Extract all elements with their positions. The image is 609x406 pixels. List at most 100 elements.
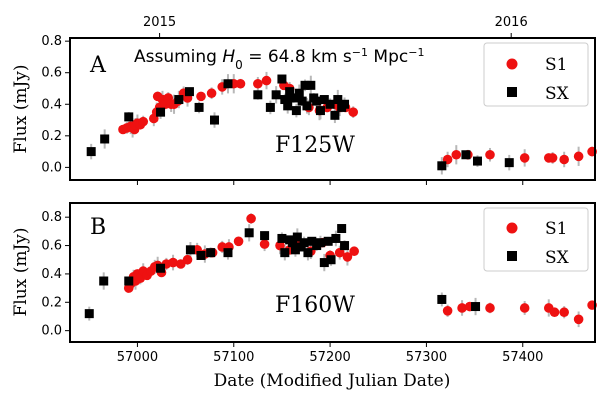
data-point-sx	[315, 238, 325, 248]
data-point-sx	[290, 245, 300, 255]
data-point-s1	[342, 252, 353, 262]
data-point-sx	[100, 134, 110, 144]
data-point-sx	[315, 106, 325, 116]
top-year-label-2016: 2016	[495, 15, 528, 30]
data-point-sx	[326, 255, 336, 265]
data-point-sx	[277, 233, 287, 243]
data-point-s1	[547, 153, 558, 163]
panel-a-filter-label: F125W	[275, 133, 355, 158]
x-tick-label: 57000	[117, 350, 158, 365]
data-point-s1	[261, 75, 272, 86]
panel-a: 0.0 0.2 0.4 0.6 0.8 A Assuming H0 = 64.8 km …	[41, 33, 597, 185]
y-tick-label: 0.4	[41, 267, 62, 282]
data-point-sx	[504, 158, 514, 168]
data-point-sx	[86, 147, 96, 157]
data-point-sx	[437, 161, 447, 171]
panel-a-ticks: 0.0 0.2 0.4 0.6 0.8	[41, 33, 524, 185]
panel-a-legend-s1-label: S1	[545, 55, 567, 75]
x-tick-label: 57400	[502, 350, 543, 365]
data-point-s1	[233, 236, 244, 247]
data-point-sx	[156, 107, 166, 117]
data-point-sx	[437, 294, 447, 304]
data-point-sx	[299, 238, 309, 248]
data-point-s1	[349, 246, 359, 257]
data-point-sx	[300, 80, 310, 90]
panel-a-legend-sx-marker	[507, 87, 517, 97]
data-point-sx	[280, 248, 290, 258]
data-point-sx	[472, 156, 482, 166]
data-point-s1	[519, 153, 530, 163]
data-point-s1	[253, 78, 263, 89]
data-point-sx	[340, 99, 350, 109]
data-point-sx	[471, 302, 481, 312]
data-point-sx	[340, 241, 350, 251]
panel-b: 0.0 0.2 0.4 0.6 0.8 57000 57100 57200 57300 57400…	[41, 202, 597, 365]
panel-a-letter: A	[89, 53, 107, 78]
data-point-s1	[334, 247, 345, 258]
panel-b-legend-sx-label: SX	[545, 248, 570, 268]
data-point-sx	[283, 101, 293, 111]
panel-a-legend-s1-marker	[506, 58, 518, 70]
data-point-s1	[246, 213, 256, 224]
data-point-sx	[124, 276, 134, 286]
data-point-sx	[312, 96, 322, 106]
data-point-s1	[573, 151, 584, 162]
panel-b-y-axis-label: Flux (mJy)	[11, 228, 31, 317]
y-tick-label: 0.2	[41, 295, 62, 310]
data-point-s1	[235, 78, 246, 89]
y-tick-label: 0.4	[41, 97, 62, 112]
data-point-s1	[485, 303, 495, 313]
x-tick-label: 57200	[309, 350, 350, 365]
data-point-sx	[184, 87, 194, 97]
data-point-sx	[84, 309, 94, 319]
data-point-sx	[185, 245, 195, 255]
data-point-s1	[457, 303, 467, 313]
data-point-sx	[223, 79, 233, 89]
data-point-sx	[285, 87, 295, 97]
panel-a-y-axis-label: Flux (mJy)	[11, 65, 31, 154]
data-point-sx	[209, 115, 219, 125]
panel-b-legend: S1 SX	[483, 207, 589, 272]
data-point-s1	[182, 254, 193, 265]
data-point-sx	[330, 110, 340, 120]
data-point-sx	[306, 80, 316, 90]
y-tick-label: 0.0	[41, 160, 62, 175]
data-point-sx	[271, 90, 281, 100]
data-point-sx	[292, 232, 302, 242]
top-year-label-2015: 2015	[143, 15, 176, 30]
data-point-sx	[297, 96, 307, 106]
panel-a-legend-sx-label: SX	[545, 84, 570, 104]
panel-b-legend-s1-marker	[506, 222, 518, 234]
data-point-s1	[559, 307, 569, 318]
panel-b-frame	[69, 202, 596, 343]
data-point-sx	[280, 95, 290, 105]
x-axis-label: Date (Modified Julian Date)	[214, 371, 451, 391]
data-point-s1	[559, 154, 569, 165]
data-point-sx	[323, 236, 333, 246]
x-tick-label: 57300	[406, 350, 447, 365]
data-point-sx	[277, 74, 287, 84]
panel-b-letter: B	[90, 215, 106, 240]
data-point-s1	[206, 88, 217, 99]
data-point-sx	[124, 112, 134, 122]
data-point-sx	[291, 106, 301, 116]
data-point-sx	[206, 248, 216, 258]
data-point-s1	[485, 149, 495, 160]
data-point-sx	[307, 236, 317, 246]
data-point-s1	[196, 91, 206, 102]
data-point-sx	[223, 248, 233, 258]
data-point-sx	[265, 102, 275, 112]
data-point-sx	[288, 93, 298, 103]
panel-a-legend-box	[483, 42, 589, 107]
data-point-sx	[461, 150, 471, 160]
panel-a-assumption-annotation: Assuming H0 = 64.8 km s−1 Mpc−1	[134, 46, 424, 73]
data-point-s1	[275, 240, 285, 251]
data-point-sx	[325, 99, 335, 109]
data-point-sx	[303, 248, 313, 258]
data-point-sx	[302, 101, 312, 111]
data-point-sx	[337, 224, 347, 234]
data-point-sx	[174, 95, 184, 105]
data-point-sx	[156, 263, 166, 273]
data-point-sx	[333, 95, 343, 105]
